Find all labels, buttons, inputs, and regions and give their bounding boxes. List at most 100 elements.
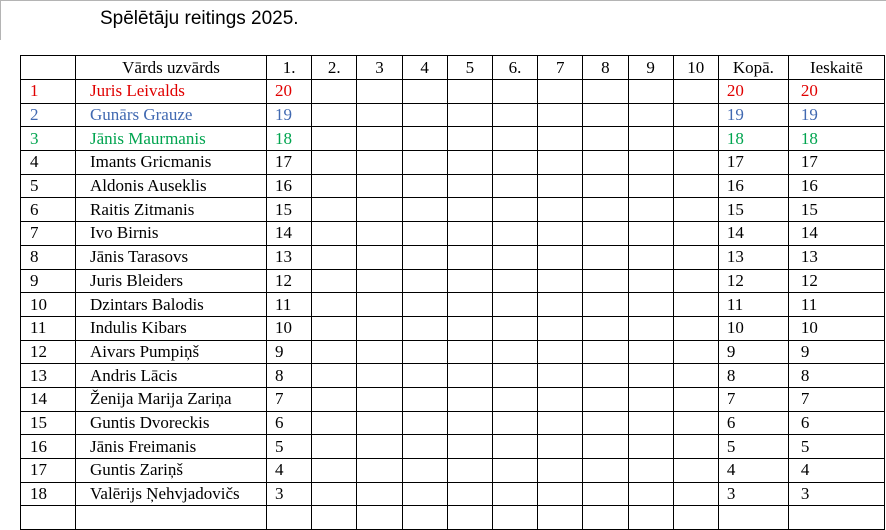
total-cell: 15: [717, 197, 789, 223]
round-score-cell: [537, 434, 584, 459]
round-score-cell: [672, 505, 719, 530]
player-name-cell: Guntis Dvoreckis: [75, 410, 267, 436]
total-cell: 10: [717, 315, 789, 341]
round-score-cell: [537, 505, 584, 530]
header-round-5: 5: [446, 55, 493, 80]
round-score-cell: [537, 197, 584, 223]
round-score-cell: [582, 363, 629, 388]
player-name-cell: Ženija Marija Zariņa: [75, 386, 267, 412]
round-score-cell: [446, 126, 493, 152]
table-row: 2 Gunārs Grauze 19 19 19: [20, 102, 885, 128]
round-score-cell: [582, 505, 629, 530]
round-score-cell: [627, 268, 674, 294]
round-score-cell: [401, 102, 448, 128]
table-row: 15 Guntis Dvoreckis 6 6 6: [20, 410, 885, 436]
round-score-cell: [672, 221, 719, 246]
round-score-cell: [446, 292, 493, 317]
page-title: Spēlētāju reitings 2025.: [100, 8, 299, 29]
round-score-cell: [401, 173, 448, 199]
round-score-cell: 13: [265, 244, 313, 270]
total-cell: 3: [717, 481, 789, 507]
round-score-cell: [356, 221, 403, 246]
player-name-cell: Gunārs Grauze: [75, 102, 267, 128]
total-cell: 7: [717, 386, 789, 412]
header-total: Kopā.: [717, 55, 789, 80]
round-score-cell: 12: [265, 268, 313, 294]
counted-cell: 20: [787, 79, 885, 104]
round-score-cell: [356, 386, 403, 412]
round-score-cell: [491, 386, 539, 412]
round-score-cell: 14: [265, 221, 313, 246]
round-score-cell: [311, 268, 358, 294]
round-score-cell: [401, 410, 448, 436]
counted-cell: 15: [787, 197, 885, 223]
round-score-cell: 18: [265, 126, 313, 152]
round-score-cell: [491, 150, 539, 175]
round-score-cell: [672, 410, 719, 436]
round-score-cell: [537, 363, 584, 388]
round-score-cell: 8: [265, 363, 313, 388]
round-score-cell: [401, 386, 448, 412]
round-score-cell: [537, 315, 584, 341]
header-round-4: 4: [401, 55, 448, 80]
round-score-cell: [356, 434, 403, 459]
round-score-cell: [672, 150, 719, 175]
table-row: 9 Juris Bleiders 12 12 12: [20, 268, 885, 294]
header-round-1: 1.: [265, 55, 313, 80]
round-score-cell: [627, 505, 674, 530]
table-row: 17 Guntis Zariņš 4 4 4: [20, 458, 885, 483]
header-round-10: 10: [672, 55, 719, 80]
round-score-cell: [446, 150, 493, 175]
player-name-cell: Andris Lācis: [75, 363, 267, 388]
header-round-7: 7: [537, 55, 584, 80]
player-name-cell: Valērijs Ņehvjadovičs: [75, 481, 267, 507]
total-cell: 5: [717, 434, 789, 459]
round-score-cell: [627, 102, 674, 128]
round-score-cell: [491, 434, 539, 459]
round-score-cell: [446, 410, 493, 436]
round-score-cell: [582, 102, 629, 128]
rank-cell: 18: [20, 481, 76, 507]
round-score-cell: 20: [265, 79, 313, 104]
player-name-cell: Jānis Freimanis: [75, 434, 267, 459]
round-score-cell: [311, 173, 358, 199]
table-row-partial: [20, 505, 885, 530]
round-score-cell: [356, 197, 403, 223]
round-score-cell: [537, 79, 584, 104]
round-score-cell: [491, 197, 539, 223]
round-score-cell: [627, 339, 674, 365]
round-score-cell: [311, 505, 358, 530]
table-row: 13 Andris Lācis 8 8 8: [20, 363, 885, 388]
round-score-cell: [537, 150, 584, 175]
round-score-cell: [582, 410, 629, 436]
header-name: Vārds uzvārds: [75, 55, 267, 80]
round-score-cell: [537, 268, 584, 294]
round-score-cell: [582, 481, 629, 507]
round-score-cell: [311, 244, 358, 270]
round-score-cell: [537, 221, 584, 246]
rank-cell: 11: [20, 315, 76, 341]
round-score-cell: [491, 481, 539, 507]
round-score-cell: [491, 126, 539, 152]
player-name-cell: Imants Gricmanis: [75, 150, 267, 175]
table-row: 10 Dzintars Balodis 11 11 11: [20, 292, 885, 317]
round-score-cell: [401, 434, 448, 459]
round-score-cell: [446, 363, 493, 388]
round-score-cell: [537, 292, 584, 317]
round-score-cell: [311, 410, 358, 436]
counted-cell: 9: [787, 339, 885, 365]
round-score-cell: [356, 268, 403, 294]
round-score-cell: [356, 150, 403, 175]
counted-cell: 8: [787, 363, 885, 388]
round-score-cell: [627, 150, 674, 175]
round-score-cell: [627, 458, 674, 483]
player-name-cell: Aldonis Auseklis: [75, 173, 267, 199]
round-score-cell: [446, 481, 493, 507]
round-score-cell: [537, 102, 584, 128]
round-score-cell: [491, 363, 539, 388]
rank-cell: 7: [20, 221, 76, 246]
round-score-cell: [672, 292, 719, 317]
counted-cell: 11: [787, 292, 885, 317]
round-score-cell: [311, 79, 358, 104]
